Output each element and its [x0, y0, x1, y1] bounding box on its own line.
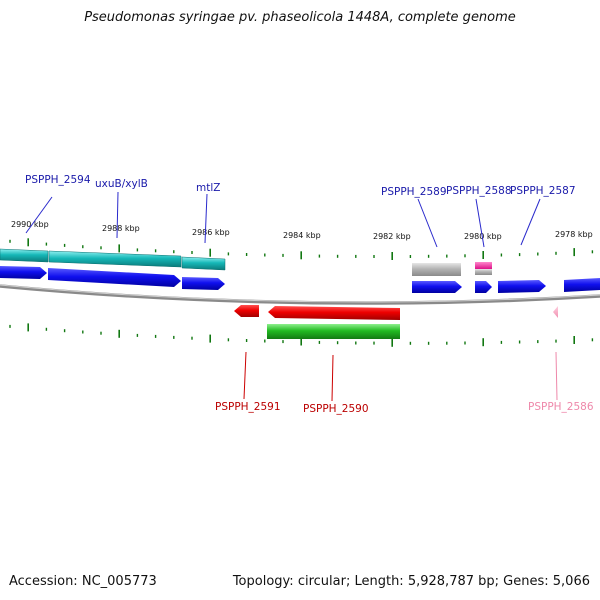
topology-label: Topology: [232, 574, 294, 589]
lower-leader-line-pale [555, 351, 558, 401]
gene-label-pspph-2589[interactable]: PSPPH_2589 [381, 186, 447, 198]
gene-arrow[interactable] [475, 281, 492, 293]
gene-arrow[interactable] [553, 306, 558, 318]
gene-track-reverse [234, 305, 558, 320]
gene-label-mtlz[interactable]: mtlZ [196, 182, 220, 194]
lower-scale-ticks [9, 323, 594, 347]
gene-arrow[interactable] [412, 281, 462, 293]
gene-label-pspph-2594[interactable]: PSPPH_2594 [25, 174, 91, 186]
cds-feature[interactable] [267, 324, 400, 339]
upper-leader-lines [25, 191, 541, 248]
gene-arrow[interactable] [182, 277, 225, 290]
accession-label: Accession: [9, 574, 78, 589]
cds-feature[interactable] [0, 248, 49, 263]
tick-label-2990: 2990 kbp [11, 220, 49, 229]
tick-label-2984: 2984 kbp [283, 231, 321, 240]
gene-label-uxub-xylb[interactable]: uxuB/xylB [95, 178, 148, 190]
pseudo-gene-feature[interactable] [412, 263, 461, 276]
gene-label-pspph-2588[interactable]: PSPPH_2588 [446, 185, 512, 197]
cds-feature[interactable] [181, 256, 226, 271]
genes-label: Genes: [503, 574, 549, 589]
cds-track-forward [0, 248, 226, 271]
gene-arrow[interactable] [268, 306, 400, 320]
gene-label-pspph-2590[interactable]: PSPPH_2590 [303, 403, 369, 415]
scale-labels: 2990 kbp 2988 kbp 2986 kbp 2984 kbp 2982… [11, 220, 593, 241]
gene-arrow[interactable] [234, 305, 259, 317]
gene-arrow[interactable] [0, 266, 47, 279]
upper-gene-labels: PSPPH_2594 uxuB/xylB mtlZ PSPPH_2589 PSP… [25, 174, 576, 198]
genome-backbone [0, 284, 600, 305]
tick-label-2982: 2982 kbp [373, 232, 411, 241]
rna-feature-shadow [475, 269, 492, 275]
length-label: Length: [354, 574, 404, 589]
rna-feature[interactable] [475, 262, 492, 269]
genome-backbone-highlight [0, 284, 600, 303]
gene-track-forward [0, 266, 600, 293]
map-title: Pseudomonas syringae pv. phaseolicola 14… [84, 10, 516, 25]
cds-feature[interactable] [48, 250, 182, 268]
upper-scale-ticks [9, 238, 594, 260]
length-value: 5,928,787 bp [407, 574, 495, 589]
lower-gene-labels: PSPPH_2591 PSPPH_2590 PSPPH_2586 [215, 401, 594, 415]
gene-label-pspph-2586[interactable]: PSPPH_2586 [528, 401, 594, 413]
gene-arrow[interactable] [564, 278, 600, 292]
gene-arrow[interactable] [498, 280, 546, 293]
gene-arrow[interactable] [48, 268, 181, 287]
accession-info: Accession: NC_005773 [9, 574, 157, 589]
gene-label-pspph-2587[interactable]: PSPPH_2587 [510, 185, 576, 197]
genome-stats: Topology: circular; Length: 5,928,787 bp… [232, 574, 590, 589]
tick-label-2980: 2980 kbp [464, 232, 502, 241]
tick-label-2978: 2978 kbp [555, 230, 593, 239]
lower-leader-lines [243, 351, 334, 402]
tick-label-2986: 2986 kbp [192, 228, 230, 237]
accession-value: NC_005773 [81, 574, 157, 589]
tick-label-2988: 2988 kbp [102, 224, 140, 233]
gene-label-pspph-2591[interactable]: PSPPH_2591 [215, 401, 281, 413]
genes-value: 5,066 [552, 574, 590, 589]
topology-value: circular [297, 574, 346, 589]
